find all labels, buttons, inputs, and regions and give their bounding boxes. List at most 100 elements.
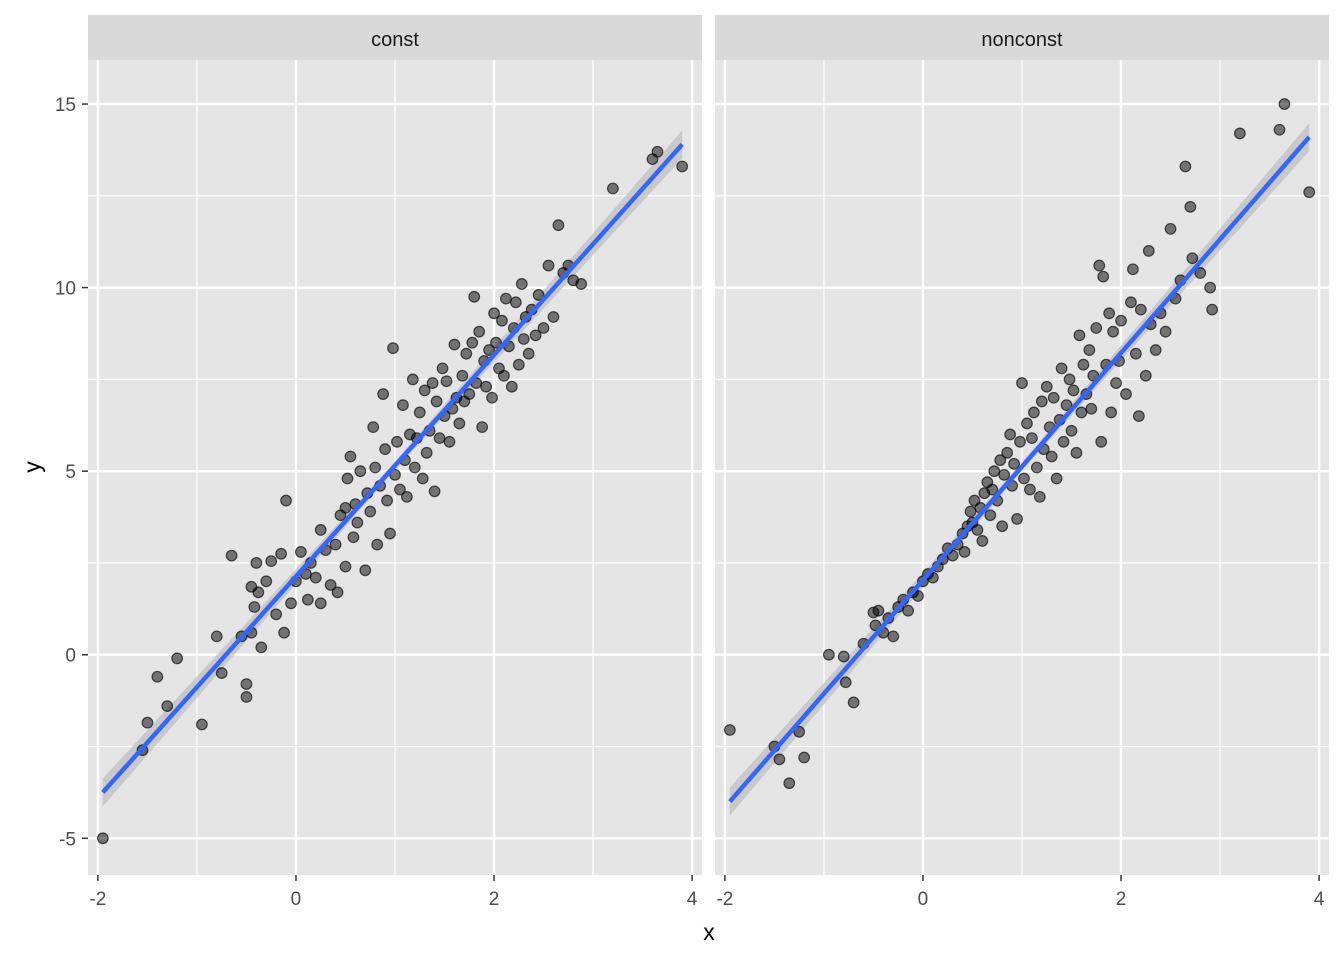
- data-point: [456, 369, 469, 382]
- data-point: [988, 465, 1001, 478]
- data-point: [379, 443, 391, 456]
- data-point: [529, 329, 542, 342]
- data-point: [773, 753, 786, 766]
- data-point: [448, 338, 461, 351]
- data-point: [512, 358, 525, 371]
- data-point: [339, 501, 352, 514]
- data-point: [1026, 432, 1038, 445]
- data-point: [381, 494, 393, 507]
- data-point: [1184, 200, 1197, 213]
- panel-nonconst: nonconst: [715, 15, 1329, 875]
- y-tick-label: 10: [55, 279, 76, 300]
- data-point: [606, 182, 619, 195]
- data-point: [500, 292, 512, 305]
- data-point: [517, 333, 530, 345]
- data-point: [280, 494, 292, 507]
- data-point: [542, 259, 555, 272]
- data-point: [994, 454, 1007, 467]
- data-point: [331, 586, 344, 599]
- data-point: [275, 547, 288, 560]
- data-point: [1097, 270, 1110, 283]
- data-point: [225, 549, 238, 562]
- data-point: [946, 549, 959, 562]
- data-point: [324, 579, 337, 591]
- data-point: [453, 417, 466, 430]
- data-point: [1047, 391, 1060, 404]
- data-point: [1011, 512, 1023, 525]
- data-point: [1103, 307, 1116, 320]
- data-point: [822, 648, 835, 661]
- data-point: [359, 564, 372, 577]
- data-point: [1159, 325, 1172, 338]
- data-point: [369, 461, 382, 474]
- data-point: [986, 483, 999, 496]
- data-point: [552, 219, 565, 232]
- x-tick-label: 4: [1314, 889, 1325, 910]
- data-point: [240, 691, 253, 703]
- y-axis-title: y: [19, 461, 45, 473]
- data-point: [377, 388, 390, 400]
- data-point: [1075, 406, 1088, 419]
- data-point: [837, 650, 850, 663]
- data-point: [255, 641, 268, 654]
- data-point: [397, 399, 409, 411]
- data-point: [1083, 344, 1096, 356]
- data-point: [252, 586, 265, 599]
- data-point: [1014, 435, 1026, 448]
- data-point: [476, 421, 489, 434]
- data-point: [1273, 123, 1286, 136]
- data-point: [1008, 457, 1020, 470]
- data-point: [351, 516, 364, 529]
- data-point: [1077, 358, 1090, 371]
- data-point: [872, 604, 885, 617]
- data-point: [466, 336, 479, 349]
- data-point: [1110, 377, 1122, 389]
- data-point: [1164, 222, 1177, 235]
- data-point: [463, 388, 476, 400]
- data-point: [998, 468, 1011, 481]
- data-point: [505, 380, 518, 393]
- data-point: [1050, 472, 1063, 485]
- data-point: [887, 630, 900, 643]
- data-point: [1057, 435, 1070, 448]
- data-point: [1018, 472, 1030, 485]
- data-point: [295, 546, 307, 558]
- data-point: [1233, 127, 1246, 140]
- data-point: [1040, 380, 1053, 393]
- fit-line: [101, 142, 684, 794]
- data-point: [161, 700, 174, 713]
- data-point: [151, 670, 164, 683]
- data-point: [1024, 483, 1036, 496]
- data-point: [1033, 490, 1046, 503]
- data-point: [676, 160, 689, 173]
- data-point: [314, 597, 327, 610]
- data-point: [171, 652, 184, 665]
- data-point: [1070, 446, 1083, 459]
- data-point: [1093, 259, 1106, 272]
- data-point: [490, 336, 502, 349]
- data-point: [428, 485, 441, 498]
- data-point: [847, 696, 860, 709]
- x-tick-label: -2: [716, 889, 733, 910]
- data-point: [96, 832, 109, 845]
- x-tick-label: 2: [489, 889, 500, 910]
- x-tick-label: 0: [291, 889, 302, 910]
- data-point: [1095, 435, 1108, 448]
- data-point: [430, 395, 443, 408]
- data-point: [1139, 369, 1152, 382]
- data-point: [1105, 406, 1118, 419]
- data-point: [364, 505, 377, 518]
- points-nonconst: [723, 98, 1316, 790]
- x-tick-label: -2: [89, 889, 106, 910]
- data-point: [1107, 325, 1120, 338]
- data-point: [1149, 344, 1162, 356]
- data-point: [515, 278, 528, 290]
- data-point: [976, 535, 989, 547]
- data-point: [537, 322, 550, 334]
- fit-line: [728, 135, 1311, 804]
- x-axis: -2 0 2 4 -2 0 2 4: [89, 875, 1325, 910]
- strip-label-nonconst: nonconst: [981, 29, 1063, 51]
- data-point: [141, 716, 154, 729]
- data-point: [509, 296, 522, 309]
- data-point: [651, 145, 664, 158]
